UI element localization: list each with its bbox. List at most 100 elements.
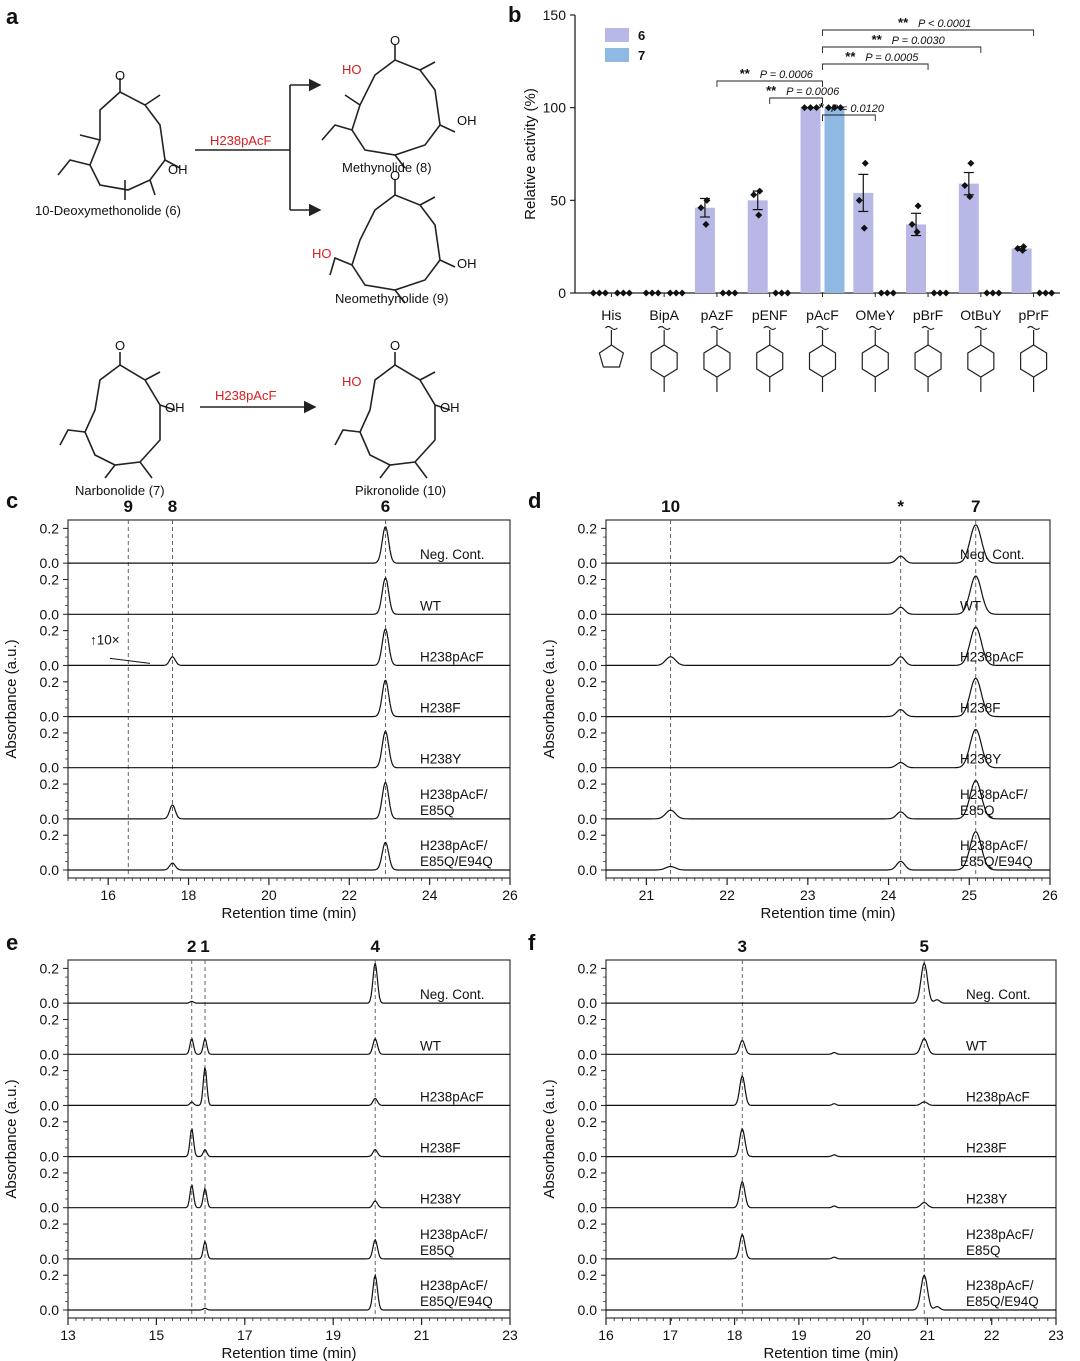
significance-stars: ** xyxy=(898,15,909,30)
bar-6-pENF xyxy=(747,200,768,293)
replicate-point-7-pAcF xyxy=(837,104,844,112)
x-tick-label-d: 22 xyxy=(719,887,735,903)
trace-label-c: H238pAcF/ xyxy=(420,787,488,802)
replicate-point-7-OtBuY xyxy=(989,289,997,297)
x-tick-label-c: 16 xyxy=(100,887,116,903)
side-chain-structure-OMeY xyxy=(861,325,889,392)
trace-label-e: H238pAcF xyxy=(420,1089,484,1104)
y-tick-label-e: 0.0 xyxy=(40,1149,60,1165)
bar-7-pAcF xyxy=(824,107,845,294)
trace-c-0 xyxy=(68,526,510,564)
y-tick-label-c: 0.2 xyxy=(40,674,60,690)
plot-frame-d xyxy=(605,519,1051,879)
y-tick-label-c: 0.2 xyxy=(40,827,60,843)
trace-e-0 xyxy=(68,963,510,1004)
y-tick-label-e: 0.2 xyxy=(40,960,60,976)
legend-swatch-6 xyxy=(605,28,629,42)
atom-HO-9: HO xyxy=(312,246,332,261)
y-tick-label-f: 0.0 xyxy=(578,1302,598,1318)
x-axis-title-d: Retention time (min) xyxy=(760,905,895,922)
name-compound-7: Narbonolide (7) xyxy=(75,483,165,498)
x-tick-label-f: 18 xyxy=(727,1327,743,1343)
benzene-ring xyxy=(967,344,995,378)
side-chain-structure-pAzF xyxy=(703,325,731,392)
replicate-point-6-pENF xyxy=(750,191,758,199)
replicate-point-6-pPrF xyxy=(1019,246,1027,254)
y-tick-label-c: 0.0 xyxy=(40,709,60,725)
replicate-point-6-pBrF xyxy=(908,220,916,228)
x-axis-title-c: Retention time (min) xyxy=(221,905,356,922)
significance-pvalue: P = 0.0006 xyxy=(786,86,840,98)
benzene-ring xyxy=(1020,344,1048,378)
y-axis-title-f: Absorbance (a.u.) xyxy=(541,1079,558,1198)
legend-label-6: 6 xyxy=(638,28,645,43)
replicate-point-6-OtBuY xyxy=(966,193,974,201)
y-tick-label-c: 0.0 xyxy=(40,555,60,571)
x-axis-title-f: Retention time (min) xyxy=(763,1345,898,1361)
atom-O-6: O xyxy=(115,68,125,83)
replicate-point-7-pAzF xyxy=(731,289,739,297)
replicate-point-6-OMeY xyxy=(855,196,863,204)
panel-a-labels: O OH O HO OH O HO OH O OH O HO OH H238pA… xyxy=(35,33,477,498)
y-tick-label-f: 0.2 xyxy=(578,1063,598,1079)
replicate-point-6-pAcF xyxy=(807,104,814,112)
trace-label-d: H238F xyxy=(960,701,1001,716)
trace-label-d: H238pAcF/ xyxy=(960,787,1028,802)
benzene-ring xyxy=(861,344,889,378)
trace-f-4 xyxy=(606,1180,1056,1209)
structure-compound-10 xyxy=(334,352,451,479)
panel-label-f: f xyxy=(528,930,536,955)
x-tick-label-e: 21 xyxy=(414,1327,430,1343)
significance-bracket xyxy=(822,63,929,70)
x-tick-label-f: 23 xyxy=(1048,1327,1064,1343)
y-tick-label-f: 0.0 xyxy=(578,1097,598,1113)
category-label-His: His xyxy=(601,307,621,323)
zoom-baseline xyxy=(109,657,151,664)
category-label-pAcF: pAcF xyxy=(806,307,839,323)
atom-OH-7: OH xyxy=(165,400,185,415)
trace-d-3 xyxy=(606,677,1050,718)
side-chain-structure-BipA xyxy=(650,325,678,392)
y-tick-label-f: 0.2 xyxy=(578,960,598,976)
y-tick-label-f: 0.0 xyxy=(578,1149,598,1165)
trace-c-4 xyxy=(68,730,510,769)
category-label-pPrF: pPrF xyxy=(1018,307,1048,323)
panel-label-e: e xyxy=(6,930,18,955)
y-tick-label-f: 0.2 xyxy=(578,1012,598,1028)
panel-a-scheme xyxy=(57,45,456,479)
trace-label-d: H238Y xyxy=(960,752,1001,767)
atom-OH-9: OH xyxy=(457,256,477,271)
trace-label-d: H238pAcF xyxy=(960,649,1024,664)
y-axis-title-c: Absorbance (a.u.) xyxy=(3,639,20,758)
bond-wavy xyxy=(710,325,724,331)
replicate-point-7-His xyxy=(625,289,633,297)
trace-c-3 xyxy=(68,679,510,718)
trace-label-f: H238Y xyxy=(966,1192,1007,1207)
legend-label-7: 7 xyxy=(638,48,645,63)
replicate-point-7-pBrF xyxy=(930,289,938,297)
y-tick-label-b: 0 xyxy=(558,285,566,301)
replicate-point-6-OtBuY xyxy=(961,182,969,190)
y-tick-label-d: 0.2 xyxy=(578,572,598,588)
y-tick-label-e: 0.0 xyxy=(40,1302,60,1318)
trace-label-d: WT xyxy=(960,598,981,613)
y-tick-label-c: 0.0 xyxy=(40,657,60,673)
trace-label-f: H238pAcF xyxy=(966,1089,1030,1104)
replicate-point-7-pBrF xyxy=(942,289,950,297)
atom-O-9: O xyxy=(390,168,400,183)
trace-label-e: WT xyxy=(420,1038,441,1053)
y-tick-label-d: 0.2 xyxy=(578,674,598,690)
replicate-point-7-His xyxy=(619,289,627,297)
category-label-OtBuY: OtBuY xyxy=(960,307,1002,323)
y-tick-label-f: 0.0 xyxy=(578,1046,598,1062)
replicate-point-6-pAzF xyxy=(703,196,711,204)
imidazole-ring xyxy=(598,344,625,368)
trace-label-f: E85Q/E94Q xyxy=(966,1294,1039,1309)
x-axis-title-e: Retention time (min) xyxy=(221,1345,356,1361)
side-chain-structure-pBrF xyxy=(914,325,942,392)
x-tick-label-f: 22 xyxy=(984,1327,1000,1343)
trace-c-1 xyxy=(68,577,510,615)
significance-stars: ** xyxy=(740,66,751,81)
trace-e-1 xyxy=(68,1037,510,1055)
trace-label-c: H238pAcF/ xyxy=(420,838,488,853)
